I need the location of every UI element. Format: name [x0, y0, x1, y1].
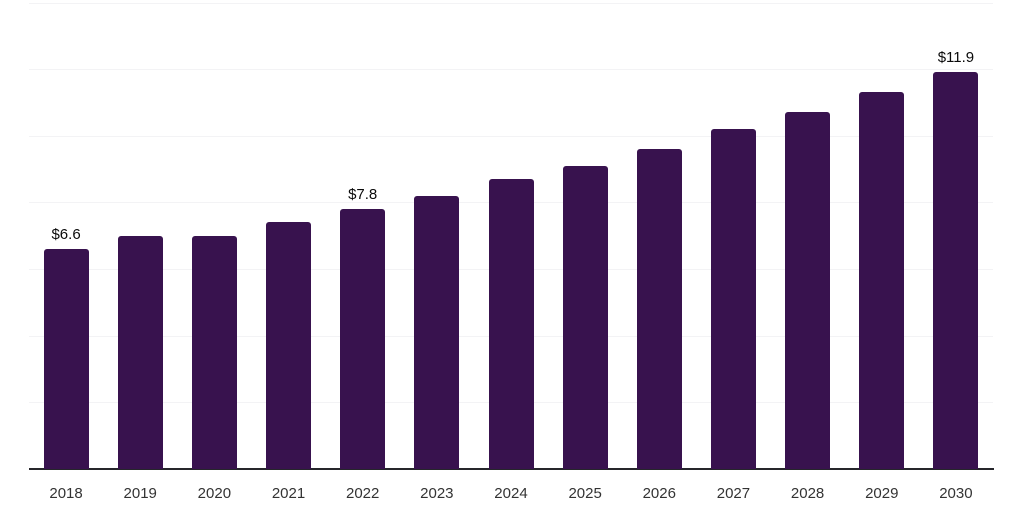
bar-value-label-2022: $7.8 — [348, 186, 378, 204]
x-tick-label-2019: 2019 — [123, 485, 157, 502]
bar-2018 — [43, 249, 89, 469]
bar-value-label-2030: $11.9 — [937, 49, 975, 67]
bar-2024 — [488, 179, 534, 469]
bar-2025 — [562, 165, 608, 469]
bar-2019 — [117, 235, 163, 469]
bar-2027 — [710, 129, 756, 469]
x-tick-label-2022: 2022 — [345, 485, 380, 502]
x-tick-label-2025: 2025 — [568, 485, 602, 502]
x-tick-label-2020: 2020 — [197, 485, 232, 502]
bar-2029 — [859, 92, 905, 469]
bar-2021 — [266, 222, 312, 469]
gridline-y-12 — [29, 69, 993, 71]
x-tick-label-2028: 2028 — [790, 485, 825, 502]
bar-2028 — [785, 112, 831, 469]
x-tick-label-2021: 2021 — [271, 485, 306, 502]
bar-2030 — [933, 72, 979, 469]
x-tick-label-2030: 2030 — [939, 485, 973, 502]
x-tick-label-2027: 2027 — [716, 485, 751, 502]
gridline-y-10 — [29, 135, 993, 137]
x-axis-line — [29, 468, 994, 470]
x-tick-label-2023: 2023 — [420, 485, 454, 502]
bar-2022 — [340, 209, 386, 469]
bar-2020 — [191, 235, 237, 469]
x-tick-label-2024: 2024 — [494, 485, 528, 502]
x-tick-label-2029: 2029 — [865, 485, 899, 502]
gridline-y-14 — [29, 2, 993, 4]
bar-2023 — [414, 195, 460, 469]
bar-value-label-2018: $6.6 — [51, 226, 81, 244]
x-tick-label-2026: 2026 — [642, 485, 676, 502]
x-tick-label-2018: 2018 — [49, 485, 83, 502]
bar-2026 — [636, 149, 682, 469]
